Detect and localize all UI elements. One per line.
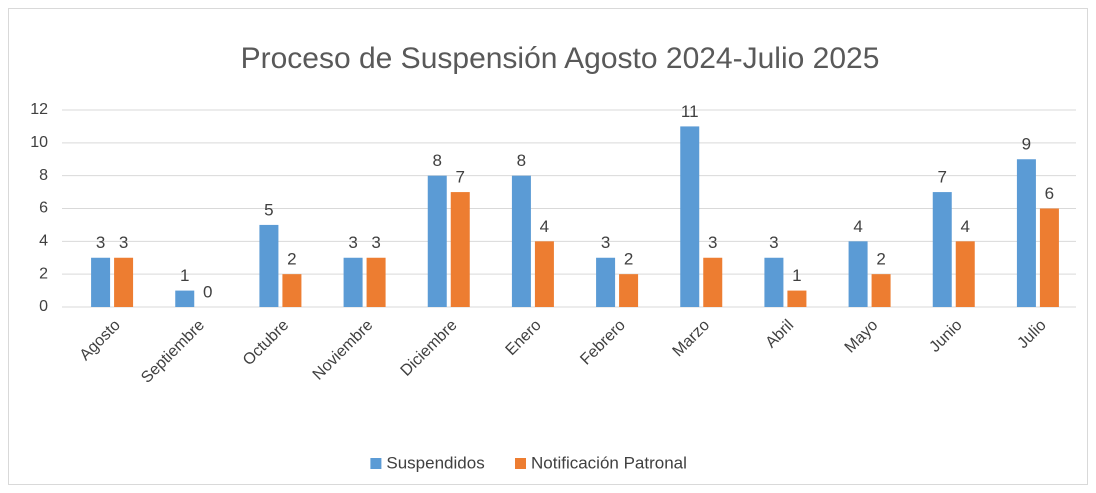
legend-swatch <box>515 458 526 469</box>
value-label: 3 <box>96 233 105 252</box>
bar <box>619 274 639 307</box>
value-label: 2 <box>624 250 633 269</box>
bar <box>450 192 470 307</box>
value-label: 3 <box>708 233 717 252</box>
value-label: 9 <box>1022 135 1031 154</box>
y-tick-label: 12 <box>30 101 48 118</box>
bar <box>955 241 975 307</box>
value-label: 2 <box>876 250 885 269</box>
y-tick-label: 10 <box>30 134 48 151</box>
bar <box>511 175 531 307</box>
bar <box>1016 159 1036 307</box>
y-tick-label: 4 <box>39 233 48 250</box>
value-label: 8 <box>433 151 442 170</box>
bar <box>932 192 952 307</box>
bar <box>787 290 807 307</box>
bar <box>175 290 195 307</box>
value-label: 3 <box>371 233 380 252</box>
legend-label: Notificación Patronal <box>531 453 687 472</box>
value-label: 1 <box>792 266 801 285</box>
y-tick-label: 0 <box>39 298 48 315</box>
bar <box>534 241 554 307</box>
value-label: 3 <box>119 233 128 252</box>
bar <box>366 257 386 307</box>
y-tick-label: 8 <box>39 167 48 184</box>
value-label: 7 <box>456 168 465 187</box>
value-label: 7 <box>938 168 947 187</box>
value-label: 4 <box>540 217 549 236</box>
bar <box>343 257 363 307</box>
bar <box>764 257 784 307</box>
value-label: 4 <box>853 217 862 236</box>
value-label: 2 <box>287 250 296 269</box>
value-label: 5 <box>264 200 273 219</box>
bar <box>282 274 302 307</box>
legend-label: Suspendidos <box>386 453 484 472</box>
value-label: 1 <box>180 266 189 285</box>
chart-title: Proceso de Suspensión Agosto 2024-Julio … <box>241 42 880 75</box>
bar <box>259 224 279 307</box>
bar <box>596 257 616 307</box>
y-tick-label: 6 <box>39 200 48 217</box>
value-label: 11 <box>681 102 699 121</box>
legend-swatch <box>370 458 382 469</box>
value-label: 3 <box>601 233 610 252</box>
value-label: 4 <box>961 217 970 236</box>
y-tick-label: 2 <box>39 265 48 282</box>
value-label: 8 <box>517 151 526 170</box>
bar <box>680 126 700 308</box>
bar <box>871 274 891 307</box>
bar <box>427 175 447 307</box>
bar <box>114 257 134 307</box>
value-label: 0 <box>203 282 212 301</box>
bar <box>848 241 868 307</box>
value-label: 6 <box>1045 184 1054 203</box>
value-label: 3 <box>348 233 357 252</box>
value-label: 3 <box>769 233 778 252</box>
bar <box>91 257 111 307</box>
bar <box>703 257 723 307</box>
bar <box>1039 208 1059 307</box>
